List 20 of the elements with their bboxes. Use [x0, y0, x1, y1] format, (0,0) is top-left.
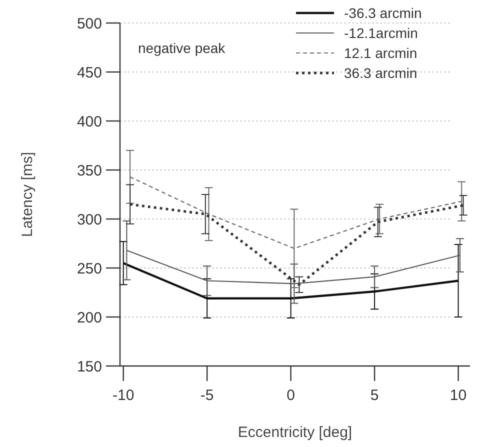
x-tick-label: 5 — [370, 387, 379, 404]
x-tick-label: 10 — [450, 387, 467, 404]
y-tick-label: 400 — [76, 113, 102, 130]
y-tick-label: 250 — [76, 260, 102, 278]
y-tick-label: 350 — [76, 162, 102, 180]
x-axis-title: Eccentricity [deg] — [238, 424, 352, 441]
legend-label: 12.1 arcmin — [344, 44, 418, 61]
x-tick-label: 0 — [286, 387, 295, 404]
x-tick-label: -5 — [200, 387, 214, 404]
annotation: negative peak — [138, 40, 226, 56]
legend-label: -12.1arcmin — [344, 24, 418, 41]
y-axis-title: Latency [ms] — [19, 152, 36, 238]
x-tick-label: -10 — [112, 387, 134, 404]
legend-label: -36.3 arcmin — [344, 4, 422, 21]
y-tick-label: 200 — [76, 309, 102, 326]
legend-label: 36.3 arcmin — [344, 64, 418, 81]
y-tick-label: 450 — [76, 64, 102, 82]
y-tick-label: 150 — [76, 358, 102, 376]
y-tick-label: 500 — [76, 15, 102, 32]
y-tick-label: 300 — [76, 211, 102, 228]
